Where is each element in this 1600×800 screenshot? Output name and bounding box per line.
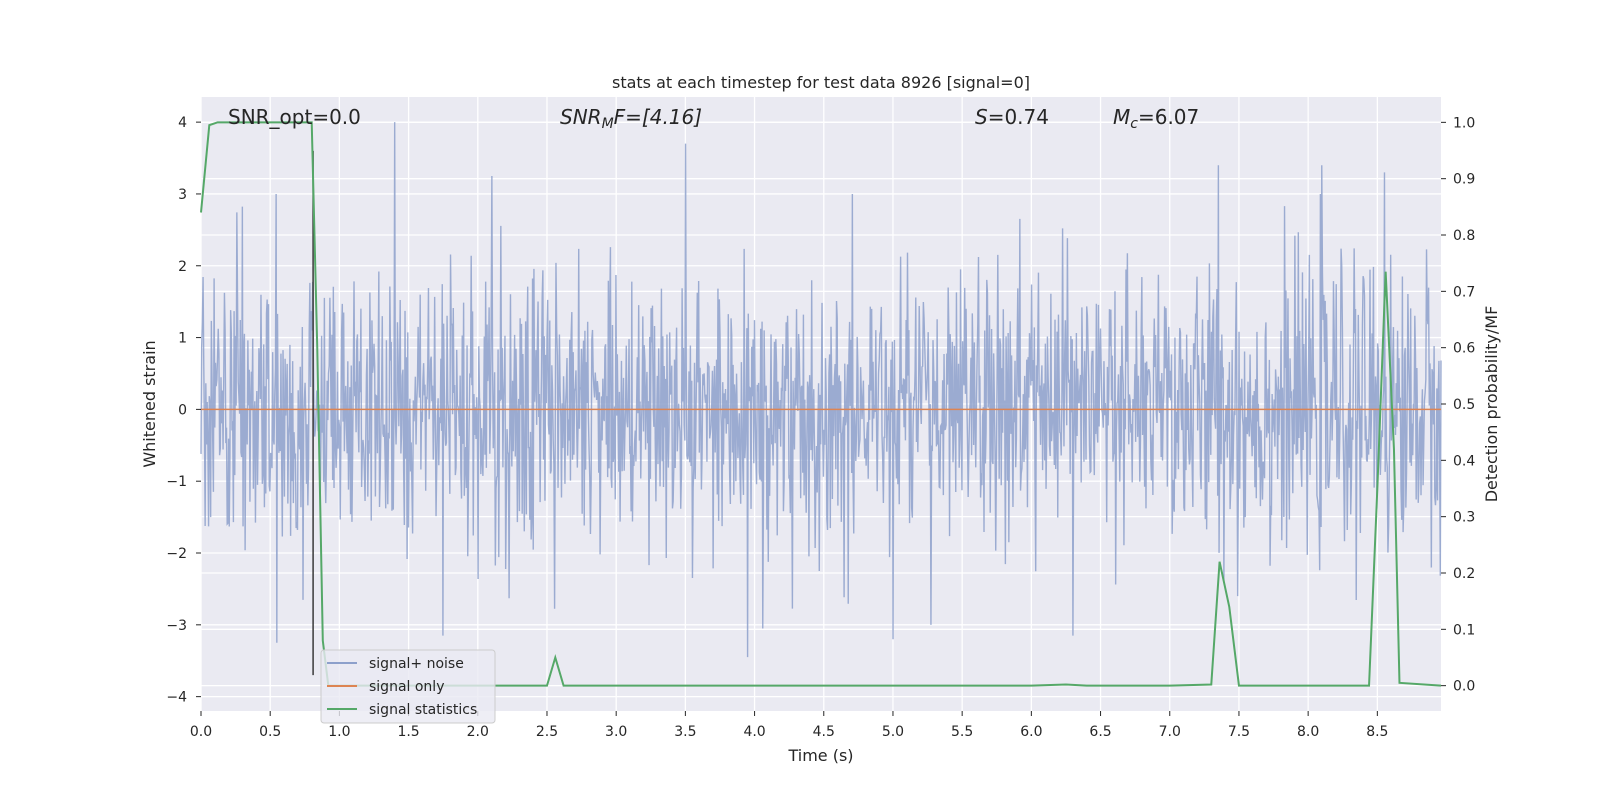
y-axis-ticks: −4 −3 −2 −1 0 1 2 3 4 — [166, 115, 201, 706]
y2-tick-label: 0.6 — [1453, 341, 1475, 357]
y2-tick-label: 0.0 — [1453, 679, 1475, 695]
y-tick-label: 4 — [178, 115, 187, 131]
series-signal-statistics — [200, 121, 1442, 687]
x-tick-label: 3.0 — [605, 724, 627, 740]
x-tick-label: 2.0 — [467, 724, 489, 740]
y2-tick-label: 0.9 — [1453, 172, 1475, 188]
x-tick-label: 7.5 — [1228, 724, 1250, 740]
x-tick-label: 8.0 — [1297, 724, 1319, 740]
annotation-mc-sub: c — [1130, 116, 1138, 132]
legend-label-signal-only: signal only — [369, 679, 444, 695]
series-signal-noise — [200, 122, 1442, 658]
annotation-s-var: S — [975, 105, 988, 129]
chart-title: stats at each timestep for test data 892… — [612, 73, 1030, 92]
annotation-mc: Mc=6.07 — [1113, 105, 1199, 132]
x-tick-label: 1.0 — [328, 724, 350, 740]
x-tick-label: 7.0 — [1159, 724, 1181, 740]
y2-tick-label: 0.4 — [1453, 453, 1475, 469]
annotation-snr-opt: SNR_opt=0.0 — [228, 105, 361, 129]
y-tick-label: −2 — [166, 546, 187, 562]
annotation-mc-rest: =6.07 — [1138, 105, 1199, 129]
legend: signal+ noise signal only signal statist… — [320, 649, 496, 724]
x-tick-label: 1.5 — [397, 724, 419, 740]
x-axis-ticks: 0.0 0.5 1.0 1.5 2.0 2.5 3.0 3.5 4.0 4.5 5.0 5.5 6.0 6… — [190, 711, 1388, 740]
y-tick-label: −1 — [166, 474, 187, 490]
y2-axis-ticks: 0.0 0.1 0.2 0.3 0.4 0.5 0.6 0.7 0.8 0.9 1.0 — [1441, 115, 1475, 695]
x-tick-label: 2.5 — [536, 724, 558, 740]
annotation-s: S=0.74 — [975, 105, 1049, 129]
y-axis-label: Whitened strain — [140, 340, 159, 467]
y-tick-label: 0 — [178, 402, 187, 418]
x-tick-label: 4.5 — [813, 724, 835, 740]
y-tick-label: 1 — [178, 331, 187, 347]
annotation-snr-mf-rest: F=[4.16] — [614, 105, 702, 129]
x-tick-label: 6.5 — [1089, 724, 1111, 740]
x-tick-label: 6.0 — [1020, 724, 1042, 740]
annotation-mc-main: M — [1113, 105, 1130, 129]
annotation-s-rest: =0.74 — [988, 105, 1049, 129]
x-tick-label: 0.0 — [190, 724, 212, 740]
signal-statistics-line — [200, 121, 1442, 687]
legend-label-signal-statistics: signal statistics — [369, 702, 477, 718]
y2-axis-label: Detection probability/MF — [1482, 306, 1501, 503]
x-tick-label: 4.0 — [743, 724, 765, 740]
x-tick-label: 5.5 — [951, 724, 973, 740]
y-tick-label: 2 — [178, 259, 187, 275]
annotation-snr-mf: SNRMF=[4.16] — [560, 105, 702, 132]
y2-tick-label: 0.3 — [1453, 510, 1475, 526]
legend-box — [320, 649, 496, 724]
y2-tick-label: 0.2 — [1453, 566, 1475, 582]
y2-tick-label: 0.8 — [1453, 228, 1475, 244]
annotation-snr-mf-sub: M — [602, 116, 614, 132]
legend-label-signal-noise: signal+ noise — [369, 656, 464, 672]
y2-tick-label: 0.1 — [1453, 622, 1475, 638]
x-tick-label: 5.0 — [882, 724, 904, 740]
signal-noise-line — [200, 122, 1442, 658]
y2-tick-label: 0.7 — [1453, 284, 1475, 300]
y-tick-label: −3 — [166, 618, 187, 634]
x-axis-label: Time (s) — [787, 746, 853, 765]
x-tick-label: 3.5 — [674, 724, 696, 740]
x-tick-label: 0.5 — [259, 724, 281, 740]
y2-tick-label: 1.0 — [1453, 115, 1475, 131]
y-tick-label: 3 — [178, 187, 187, 203]
y-tick-label: −4 — [166, 690, 187, 706]
y2-tick-label: 0.5 — [1453, 397, 1475, 413]
annotation-snr-mf-main: SNR — [560, 105, 602, 129]
x-tick-label: 8.5 — [1366, 724, 1388, 740]
